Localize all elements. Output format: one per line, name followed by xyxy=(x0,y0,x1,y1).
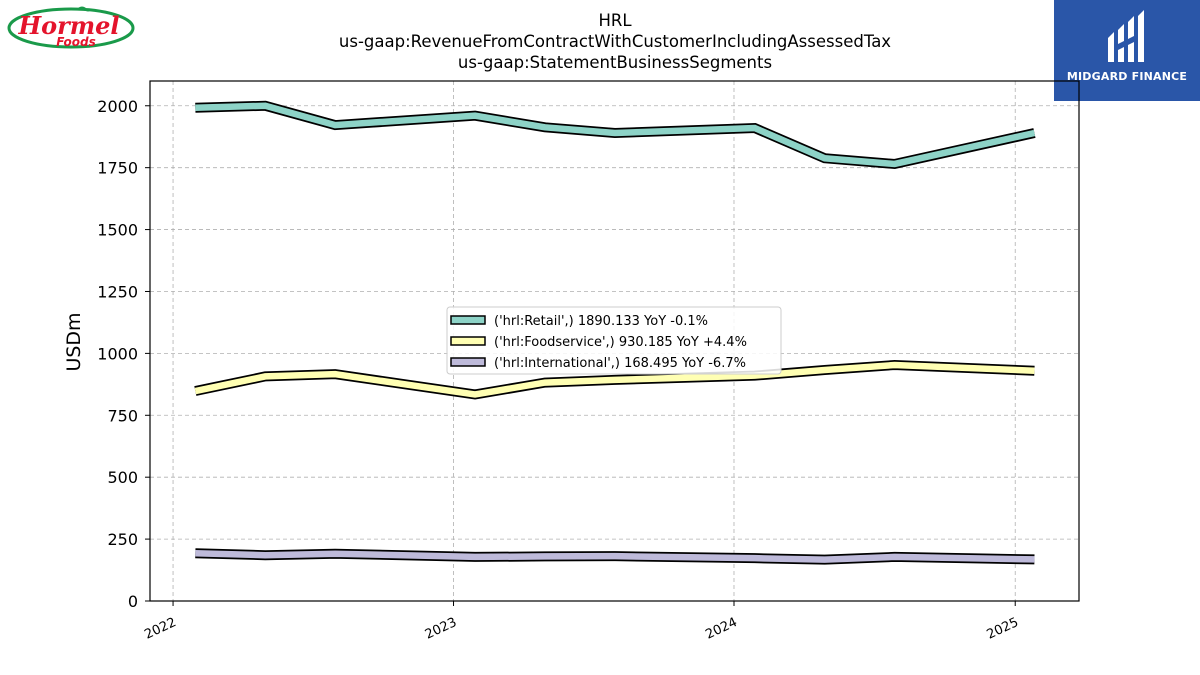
series-layer xyxy=(194,100,1036,565)
svg-text:Foods: Foods xyxy=(56,35,96,49)
chart-title: HRL us-gaap:RevenueFromContractWithCusto… xyxy=(280,10,950,73)
plot-frame xyxy=(149,80,1080,602)
legend-label: ('hrl:Foodservice',) 930.185 YoY +4.4% xyxy=(494,335,747,350)
x-tick-label: 2023 xyxy=(423,615,459,643)
legend-swatch xyxy=(450,336,486,346)
title-concept: us-gaap:RevenueFromContractWithCustomerI… xyxy=(338,32,892,51)
y-tick-label: 0 xyxy=(128,592,138,611)
midgard-finance-wordmark: MIDGARD FINANCE xyxy=(1066,70,1188,83)
y-axis-label: USDm xyxy=(63,312,85,371)
legend: ('hrl:Retail',) 1890.133 YoY -0.1% ('hrl:… xyxy=(446,306,782,375)
midgard-emblem-icon xyxy=(1108,10,1144,62)
midgard-finance-logo: MIDGARD FINANCE xyxy=(1054,0,1200,101)
y-tick-label: 750 xyxy=(107,406,138,425)
legend-label: ('hrl:International',) 168.495 YoY -6.7% xyxy=(494,356,746,371)
y-tick-label: 1000 xyxy=(97,344,138,363)
title-ticker: HRL xyxy=(598,11,632,30)
series-line-0 xyxy=(195,102,1036,168)
y-tick-label: 2000 xyxy=(97,97,138,116)
legend-label: ('hrl:Retail',) 1890.133 YoY -0.1% xyxy=(494,314,708,329)
legend-box xyxy=(446,306,782,375)
y-tick-label: 1500 xyxy=(97,221,138,240)
legend-swatch xyxy=(450,315,486,325)
y-tick-label: 1750 xyxy=(97,159,138,178)
legend-swatch xyxy=(450,357,486,367)
series-line-1 xyxy=(194,361,1035,398)
svg-text:Hormel: Hormel xyxy=(17,11,119,40)
series-line-2 xyxy=(195,549,1035,563)
y-tick-label: 250 xyxy=(107,530,138,549)
x-tick-label: 2022 xyxy=(142,615,178,643)
x-tick-label: 2025 xyxy=(985,615,1021,643)
y-tick-label: 500 xyxy=(107,468,138,487)
title-axis: us-gaap:StatementBusinessSegments xyxy=(457,53,773,72)
hormel-foods-logo: Hormel Foods xyxy=(6,4,138,52)
y-tick-label: 1250 xyxy=(97,282,138,301)
x-tick-label: 2024 xyxy=(703,615,739,643)
